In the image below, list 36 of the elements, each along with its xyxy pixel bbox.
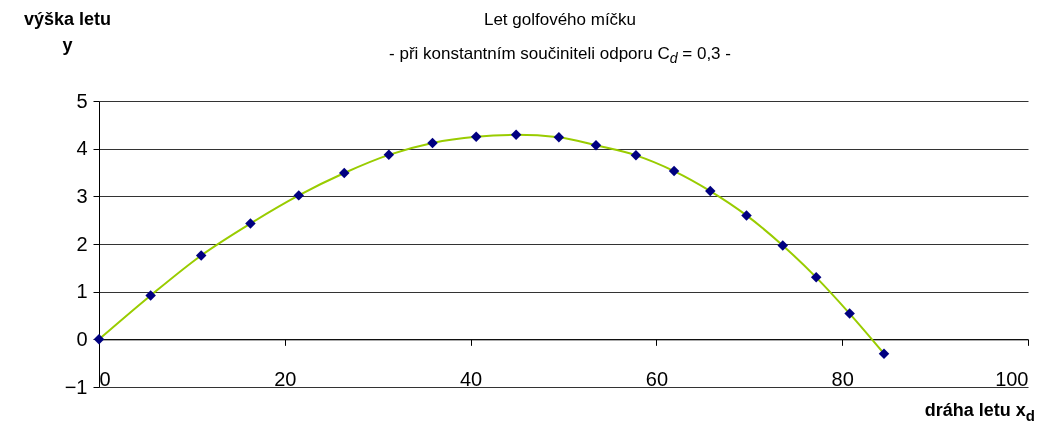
- point: [427, 137, 438, 149]
- chart-title: Let golfového míčku: [483, 10, 637, 29]
- x-tick-label: 40: [459, 367, 483, 390]
- point: [245, 218, 256, 229]
- chart-subtitle: - při konstantním součiniteli odporu C$_{d}$ = 0,3 -: [389, 44, 731, 67]
- point: [383, 149, 395, 161]
- point: [339, 167, 350, 179]
- y-axis-title: výška letu y: [22, 8, 113, 57]
- point: [553, 131, 565, 143]
- point: [195, 250, 207, 261]
- y-tick-label: 3: [76, 184, 88, 207]
- point: [470, 131, 482, 142]
- point: [705, 185, 716, 197]
- point: [844, 308, 855, 319]
- point: [668, 165, 680, 177]
- x-tick-label: 0: [99, 367, 111, 390]
- point: [145, 290, 156, 301]
- x-axis-title: dráha letu x$_{d}$: [924, 400, 1035, 424]
- point: [590, 140, 602, 151]
- point: [510, 129, 522, 141]
- y-tick-label: −1: [64, 375, 88, 398]
- point: [630, 150, 642, 161]
- point: [741, 210, 752, 221]
- point: [777, 240, 788, 251]
- y-tick-label: 0: [76, 327, 88, 350]
- point: [293, 190, 304, 201]
- x-tick-label: 20: [274, 367, 297, 390]
- y-tick-label: 4: [76, 137, 88, 160]
- y-tick-label: 1: [76, 280, 88, 303]
- x-tick-label: 60: [645, 367, 669, 390]
- x-tick-label: 100: [995, 367, 1029, 390]
- point: [878, 348, 890, 359]
- y-tick-label: 5: [76, 89, 88, 112]
- y-tick-label: 2: [76, 232, 88, 255]
- point: [810, 272, 822, 283]
- x-tick-label: 80: [831, 367, 854, 390]
